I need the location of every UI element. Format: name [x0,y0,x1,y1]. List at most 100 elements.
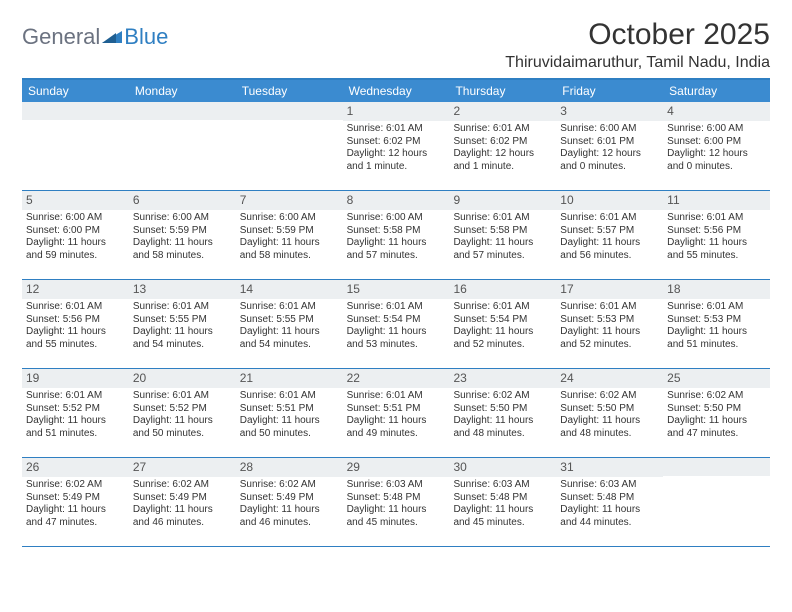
daylight-text: Daylight: 11 hours and 48 minutes. [560,415,659,440]
day-header-sunday: Sunday [22,80,129,102]
daylight-text: Daylight: 12 hours and 1 minute. [453,148,552,173]
date-number: 25 [663,369,770,388]
sunset-text: Sunset: 6:02 PM [453,136,552,149]
day-header-thursday: Thursday [449,80,556,102]
sunrise-text: Sunrise: 6:03 AM [347,479,446,492]
day-detail: Sunrise: 6:01 AMSunset: 5:54 PMDaylight:… [343,299,450,353]
calendar-cell [236,102,343,190]
sunrise-text: Sunrise: 6:01 AM [347,390,446,403]
sunrise-text: Sunrise: 6:01 AM [347,301,446,314]
daylight-text: Daylight: 11 hours and 58 minutes. [240,237,339,262]
day-detail: Sunrise: 6:02 AMSunset: 5:49 PMDaylight:… [129,477,236,531]
calendar-cell: 31Sunrise: 6:03 AMSunset: 5:48 PMDayligh… [556,458,663,546]
date-number: 4 [663,102,770,121]
day-detail: Sunrise: 6:01 AMSunset: 5:53 PMDaylight:… [663,299,770,353]
daylight-text: Daylight: 11 hours and 51 minutes. [667,326,766,351]
sunset-text: Sunset: 5:58 PM [347,225,446,238]
sunrise-text: Sunrise: 6:02 AM [133,479,232,492]
date-number [129,102,236,120]
calendar-cell: 14Sunrise: 6:01 AMSunset: 5:55 PMDayligh… [236,280,343,368]
sunset-text: Sunset: 5:48 PM [453,492,552,505]
sunset-text: Sunset: 5:52 PM [26,403,125,416]
calendar-cell: 28Sunrise: 6:02 AMSunset: 5:49 PMDayligh… [236,458,343,546]
day-detail: Sunrise: 6:01 AMSunset: 5:51 PMDaylight:… [236,388,343,442]
date-number: 11 [663,191,770,210]
sunrise-text: Sunrise: 6:01 AM [560,301,659,314]
calendar-cell: 17Sunrise: 6:01 AMSunset: 5:53 PMDayligh… [556,280,663,368]
date-number: 2 [449,102,556,121]
calendar-cell: 16Sunrise: 6:01 AMSunset: 5:54 PMDayligh… [449,280,556,368]
sunset-text: Sunset: 5:48 PM [347,492,446,505]
date-number: 17 [556,280,663,299]
sunset-text: Sunset: 5:49 PM [26,492,125,505]
calendar-cell [22,102,129,190]
date-number: 28 [236,458,343,477]
daylight-text: Daylight: 11 hours and 49 minutes. [347,415,446,440]
daylight-text: Daylight: 11 hours and 59 minutes. [26,237,125,262]
day-detail: Sunrise: 6:02 AMSunset: 5:49 PMDaylight:… [236,477,343,531]
sunset-text: Sunset: 5:56 PM [667,225,766,238]
calendar-cell: 10Sunrise: 6:01 AMSunset: 5:57 PMDayligh… [556,191,663,279]
sunset-text: Sunset: 5:50 PM [667,403,766,416]
daylight-text: Daylight: 11 hours and 55 minutes. [667,237,766,262]
sunset-text: Sunset: 5:59 PM [133,225,232,238]
calendar-cell: 24Sunrise: 6:02 AMSunset: 5:50 PMDayligh… [556,369,663,457]
date-number: 7 [236,191,343,210]
sunrise-text: Sunrise: 6:01 AM [133,301,232,314]
sunrise-text: Sunrise: 6:01 AM [26,301,125,314]
week-row: 26Sunrise: 6:02 AMSunset: 5:49 PMDayligh… [22,458,770,547]
calendar-cell: 29Sunrise: 6:03 AMSunset: 5:48 PMDayligh… [343,458,450,546]
calendar-cell: 23Sunrise: 6:02 AMSunset: 5:50 PMDayligh… [449,369,556,457]
date-number: 14 [236,280,343,299]
day-detail: Sunrise: 6:00 AMSunset: 5:58 PMDaylight:… [343,210,450,264]
sunset-text: Sunset: 5:53 PM [560,314,659,327]
sunrise-text: Sunrise: 6:01 AM [453,212,552,225]
day-header-friday: Friday [556,80,663,102]
sunrise-text: Sunrise: 6:02 AM [560,390,659,403]
day-header-tuesday: Tuesday [236,80,343,102]
sunset-text: Sunset: 5:55 PM [240,314,339,327]
calendar-cell: 7Sunrise: 6:00 AMSunset: 5:59 PMDaylight… [236,191,343,279]
sunrise-text: Sunrise: 6:00 AM [667,123,766,136]
calendar-cell: 15Sunrise: 6:01 AMSunset: 5:54 PMDayligh… [343,280,450,368]
sunset-text: Sunset: 5:58 PM [453,225,552,238]
calendar-cell: 26Sunrise: 6:02 AMSunset: 5:49 PMDayligh… [22,458,129,546]
sunrise-text: Sunrise: 6:01 AM [133,390,232,403]
day-detail: Sunrise: 6:01 AMSunset: 5:51 PMDaylight:… [343,388,450,442]
day-detail: Sunrise: 6:01 AMSunset: 5:55 PMDaylight:… [236,299,343,353]
date-number: 16 [449,280,556,299]
sunrise-text: Sunrise: 6:02 AM [26,479,125,492]
daylight-text: Daylight: 11 hours and 55 minutes. [26,326,125,351]
daylight-text: Daylight: 11 hours and 47 minutes. [26,504,125,529]
sunset-text: Sunset: 6:02 PM [347,136,446,149]
sunrise-text: Sunrise: 6:00 AM [347,212,446,225]
sunset-text: Sunset: 5:51 PM [240,403,339,416]
sunrise-text: Sunrise: 6:00 AM [133,212,232,225]
daylight-text: Daylight: 11 hours and 45 minutes. [347,504,446,529]
sunrise-text: Sunrise: 6:01 AM [240,301,339,314]
day-detail: Sunrise: 6:01 AMSunset: 5:58 PMDaylight:… [449,210,556,264]
calendar-cell: 12Sunrise: 6:01 AMSunset: 5:56 PMDayligh… [22,280,129,368]
logo-triangle-icon [102,27,122,48]
day-detail: Sunrise: 6:01 AMSunset: 5:57 PMDaylight:… [556,210,663,264]
calendar-cell: 3Sunrise: 6:00 AMSunset: 6:01 PMDaylight… [556,102,663,190]
sunset-text: Sunset: 5:50 PM [453,403,552,416]
sunset-text: Sunset: 5:49 PM [240,492,339,505]
sunrise-text: Sunrise: 6:01 AM [26,390,125,403]
calendar-cell [129,102,236,190]
sunset-text: Sunset: 5:56 PM [26,314,125,327]
location-text: Thiruvidaimaruthur, Tamil Nadu, India [505,54,770,72]
daylight-text: Daylight: 11 hours and 57 minutes. [347,237,446,262]
logo-text-general: General [22,24,100,50]
date-number: 19 [22,369,129,388]
day-detail: Sunrise: 6:00 AMSunset: 6:01 PMDaylight:… [556,121,663,175]
sunrise-text: Sunrise: 6:00 AM [26,212,125,225]
sunset-text: Sunset: 5:49 PM [133,492,232,505]
day-detail: Sunrise: 6:00 AMSunset: 5:59 PMDaylight:… [129,210,236,264]
date-number: 15 [343,280,450,299]
calendar-cell: 30Sunrise: 6:03 AMSunset: 5:48 PMDayligh… [449,458,556,546]
day-detail: Sunrise: 6:03 AMSunset: 5:48 PMDaylight:… [343,477,450,531]
date-number: 23 [449,369,556,388]
daylight-text: Daylight: 11 hours and 45 minutes. [453,504,552,529]
calendar-cell: 21Sunrise: 6:01 AMSunset: 5:51 PMDayligh… [236,369,343,457]
